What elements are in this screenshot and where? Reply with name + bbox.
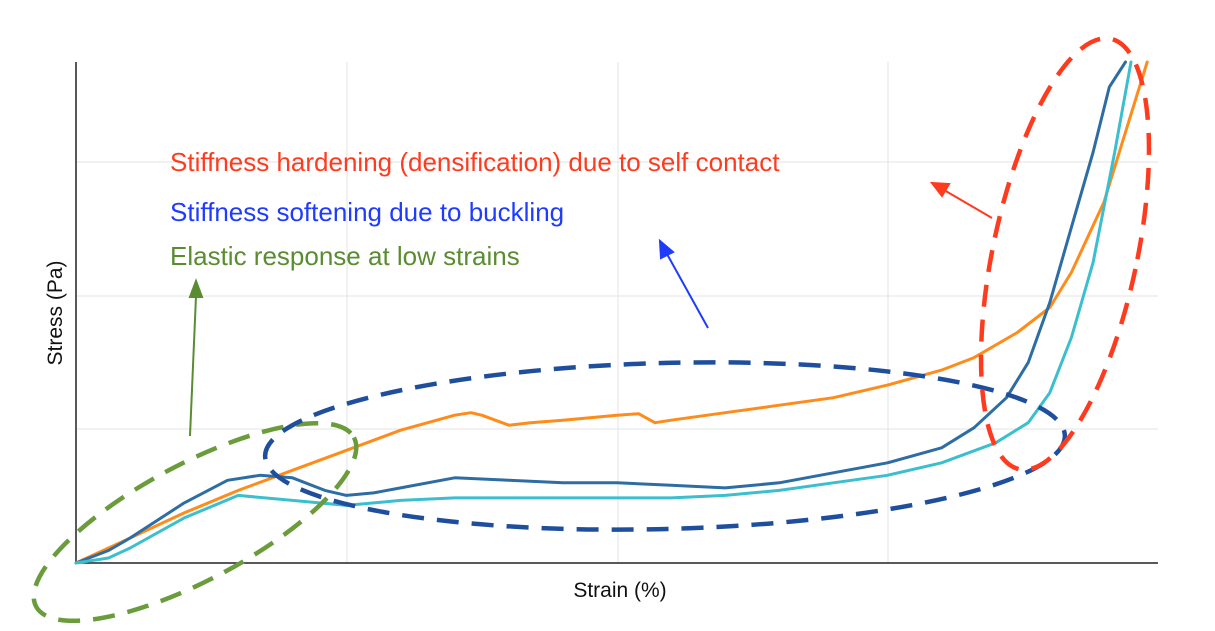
series-line-3 (74, 60, 1133, 565)
buckling-arrow (658, 238, 709, 329)
densification-arrow (929, 181, 993, 219)
y-axis-label: Stress (Pa) (44, 260, 67, 365)
elastic-annotation: Elastic response at low strains (170, 241, 520, 271)
densification-annotation: Stiffness hardening (densification) due … (170, 147, 780, 177)
x-axis-label: Strain (%) (573, 579, 666, 602)
elastic-arrow (188, 278, 204, 437)
series-line-2 (74, 60, 1127, 565)
buckling-region-ellipse (262, 360, 1068, 532)
buckling-annotation: Stiffness softening due to buckling (170, 197, 564, 227)
series-layer (74, 60, 1149, 565)
elastic-region-ellipse (31, 420, 359, 624)
series-line-1 (74, 60, 1149, 565)
gridlines (76, 62, 1158, 563)
